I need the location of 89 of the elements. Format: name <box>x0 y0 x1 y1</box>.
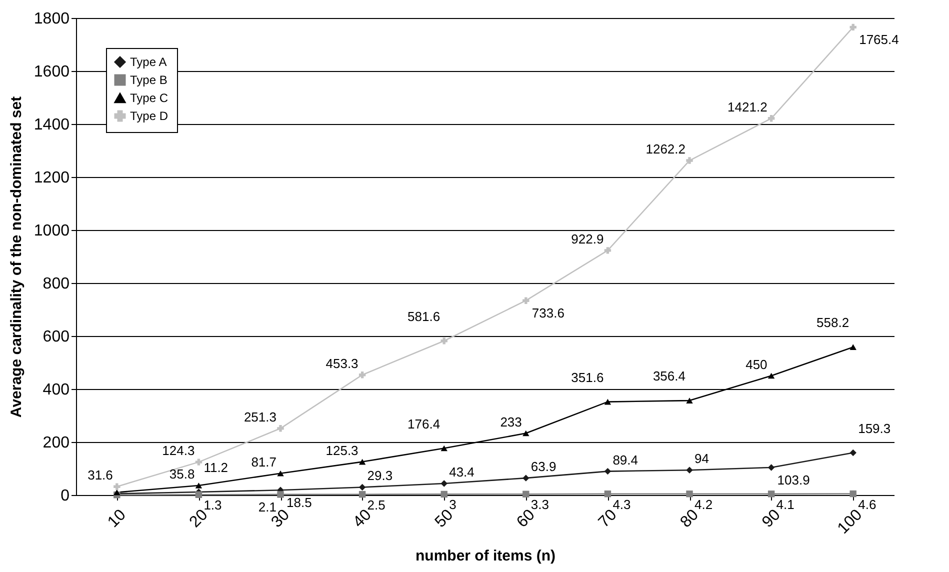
data-label: 18.5 <box>286 495 312 510</box>
data-label: 4.3 <box>612 496 631 512</box>
x-tick-label: 10 <box>104 506 130 532</box>
y-tick-label: 400 <box>42 382 70 398</box>
data-label: 124.3 <box>162 443 195 458</box>
data-label: 453.3 <box>326 356 358 371</box>
point <box>277 491 284 498</box>
legend-label: Type A <box>130 55 167 69</box>
data-label: 558.2 <box>816 315 850 330</box>
data-label: 581.6 <box>408 308 440 324</box>
point <box>358 484 366 491</box>
data-label: 63.9 <box>530 459 556 474</box>
data-label: 43.4 <box>449 464 474 480</box>
point <box>686 157 693 164</box>
point <box>195 482 202 488</box>
y-tick-label: 600 <box>42 328 70 346</box>
point <box>768 372 775 379</box>
data-label: 251.3 <box>244 409 276 424</box>
point <box>768 490 775 498</box>
data-label: 176.4 <box>408 416 440 432</box>
y-tick-label: 800 <box>42 276 70 292</box>
point <box>768 464 775 471</box>
y-axis-title: Average cardinality of the non-dominated set <box>8 96 25 418</box>
data-label: 94 <box>694 451 709 466</box>
point <box>686 466 693 474</box>
point <box>195 491 202 498</box>
data-label: 1262.2 <box>646 142 686 157</box>
point <box>440 338 448 344</box>
legend-label: Type D <box>130 109 168 123</box>
data-label: 4.1 <box>776 496 794 512</box>
y-tick-label: 1400 <box>34 116 70 134</box>
data-label: 159.3 <box>858 420 891 436</box>
data-label: 29.3 <box>367 468 393 484</box>
point <box>686 490 693 498</box>
data-label: 233 <box>500 414 522 430</box>
point <box>850 344 856 350</box>
y-tick-label: 1600 <box>34 64 70 80</box>
point <box>277 425 284 432</box>
point <box>850 449 856 456</box>
data-label: 35.8 <box>169 466 195 482</box>
data-label: 4.2 <box>694 496 713 512</box>
point <box>522 474 530 482</box>
point <box>522 430 530 436</box>
data-label: 356.4 <box>652 368 686 384</box>
point <box>114 483 120 490</box>
y-tick-label: 0 <box>60 488 70 504</box>
data-label: 733.6 <box>532 306 564 321</box>
y-tick-label: 1000 <box>34 222 70 240</box>
point <box>358 372 366 378</box>
data-label: 1421.2 <box>728 99 768 114</box>
data-label: 81.7 <box>251 454 276 470</box>
data-label: 351.6 <box>571 370 604 385</box>
data-label: 31.6 <box>88 468 113 483</box>
data-label: 3.3 <box>530 497 549 512</box>
point <box>850 24 856 31</box>
point <box>440 480 448 487</box>
data-label: 922.9 <box>571 231 604 246</box>
point <box>686 398 693 404</box>
point <box>358 458 366 465</box>
data-label: 1765.4 <box>859 32 899 48</box>
y-tick-label: 1800 <box>34 10 70 28</box>
data-label: 2.1 <box>258 499 276 514</box>
point <box>195 458 202 466</box>
data-label: 11.2 <box>204 460 228 476</box>
point <box>604 247 612 254</box>
data-label: 89.4 <box>612 452 638 468</box>
point <box>522 490 530 498</box>
data-label: 125.3 <box>326 442 358 458</box>
point <box>850 490 856 498</box>
x-axis-title: number of items (n) <box>415 548 556 565</box>
data-label: 3 <box>449 497 456 512</box>
point <box>604 468 612 475</box>
data-label: 103.9 <box>777 472 810 488</box>
data-label: 450 <box>746 356 768 372</box>
point <box>604 490 612 498</box>
data-label: 1.3 <box>204 498 222 513</box>
point <box>768 115 775 122</box>
point <box>440 445 448 452</box>
legend-label: Type B <box>130 73 168 87</box>
data-label: 4.6 <box>858 496 876 512</box>
point <box>440 490 448 498</box>
point <box>358 490 366 498</box>
data-label: 2.5 <box>367 497 386 512</box>
legend-label: Type C <box>130 91 168 105</box>
y-tick-label: 200 <box>42 434 70 452</box>
point <box>604 398 612 405</box>
point <box>277 470 284 476</box>
point <box>522 297 530 304</box>
y-tick-label: 1200 <box>34 170 70 186</box>
